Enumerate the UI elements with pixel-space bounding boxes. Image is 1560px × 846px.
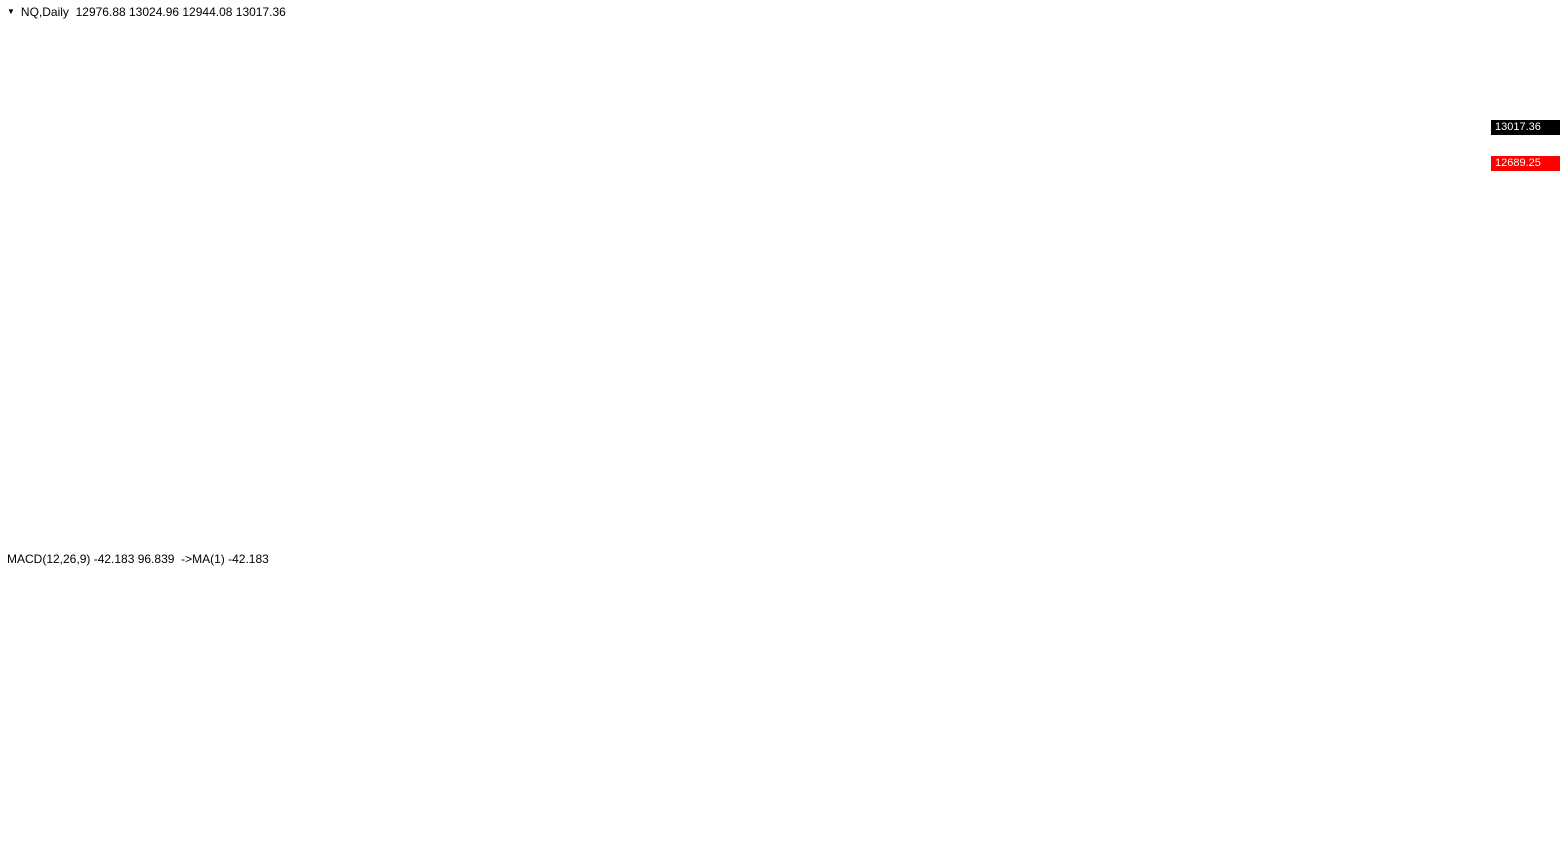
hline-price-box: 12689.25 [1491,156,1560,171]
symbol-timeframe-label: NQ,Daily [20,5,69,19]
ohlc-quote-label: 12976.88 13024.96 12944.08 13017.36 [75,5,286,19]
symbol-dropdown-icon[interactable]: ▼ [7,7,15,16]
macd-indicator-label: MACD(12,26,9) -42.183 96.839 ->MA(1) -42… [7,552,269,566]
chart-title: ▼ NQ,Daily 12976.88 13024.96 12944.08 130… [7,5,286,19]
bid-price-box: 13017.36 [1491,120,1560,135]
